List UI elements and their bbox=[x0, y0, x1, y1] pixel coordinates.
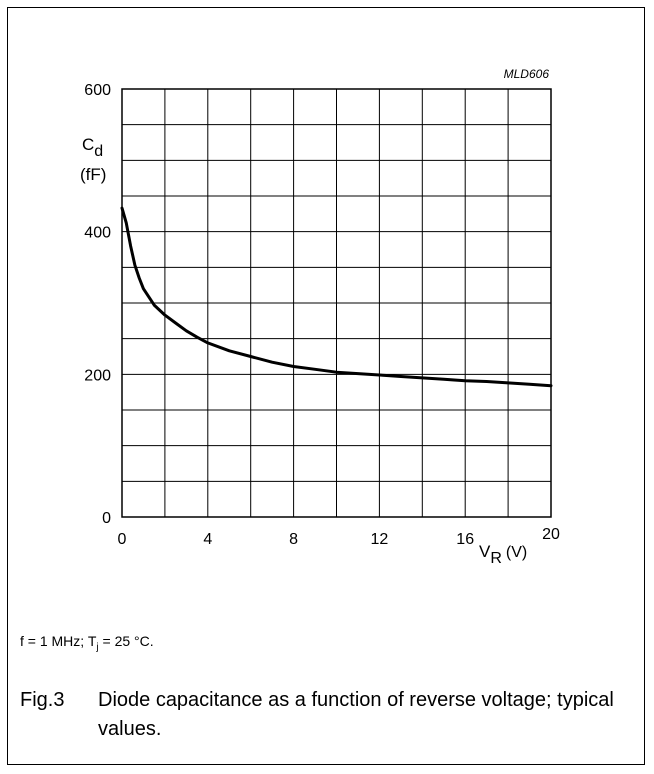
figure-code: MLD606 bbox=[504, 67, 550, 81]
conditions-tail: = 25 °C. bbox=[98, 633, 154, 649]
test-conditions: f = 1 MHz; Tj = 25 °C. bbox=[20, 633, 154, 653]
x-tick-label: 4 bbox=[203, 531, 212, 548]
x-tick-label: 16 bbox=[456, 531, 474, 548]
x-tick-label: 0 bbox=[118, 531, 127, 548]
y-tick-label: 200 bbox=[84, 367, 111, 384]
x-tick-labels: 0 4 8 12 16 20 bbox=[118, 526, 560, 548]
figure-number: Fig.3 bbox=[20, 689, 65, 711]
figure-caption: Fig.3 Diode capacitance as a function of… bbox=[20, 686, 618, 744]
x-tick-label: 20 bbox=[542, 526, 560, 543]
svg-text:Cd: Cd bbox=[82, 135, 103, 160]
series-line bbox=[120, 206, 553, 388]
x-axis-unit: (V) bbox=[506, 544, 527, 561]
svg-text:VR(V): VR (V) bbox=[479, 542, 527, 567]
y-tick-label: 0 bbox=[102, 510, 111, 527]
y-axis-symbol: C bbox=[82, 135, 94, 154]
y-tick-label: 600 bbox=[84, 82, 111, 99]
figure-frame bbox=[7, 7, 645, 765]
x-axis-symbol: V bbox=[479, 542, 491, 561]
x-axis-subscript: R bbox=[490, 550, 502, 567]
plot-area-border bbox=[121, 88, 552, 518]
conditions-text: f = 1 MHz; T bbox=[20, 633, 97, 649]
chart-grid bbox=[122, 89, 551, 517]
y-tick-label: 400 bbox=[84, 225, 111, 242]
y-tick-labels: 0 200 400 600 bbox=[84, 82, 111, 527]
x-tick-label: 12 bbox=[371, 531, 389, 548]
y-axis-unit: (fF) bbox=[80, 165, 106, 184]
x-axis-title: VR (V) bbox=[479, 542, 527, 567]
y-axis-subscript: d bbox=[94, 143, 103, 160]
conditions-subscript: j bbox=[96, 641, 99, 653]
caption-text: Diode capacitance as a function of rever… bbox=[98, 689, 614, 740]
y-axis-title: Cd (fF) bbox=[80, 135, 106, 184]
capacitance-chart: 0 4 8 12 16 20 0 200 400 600 MLD606 Cd (fF) VR (V… bbox=[80, 67, 560, 567]
x-tick-label: 8 bbox=[289, 531, 298, 548]
